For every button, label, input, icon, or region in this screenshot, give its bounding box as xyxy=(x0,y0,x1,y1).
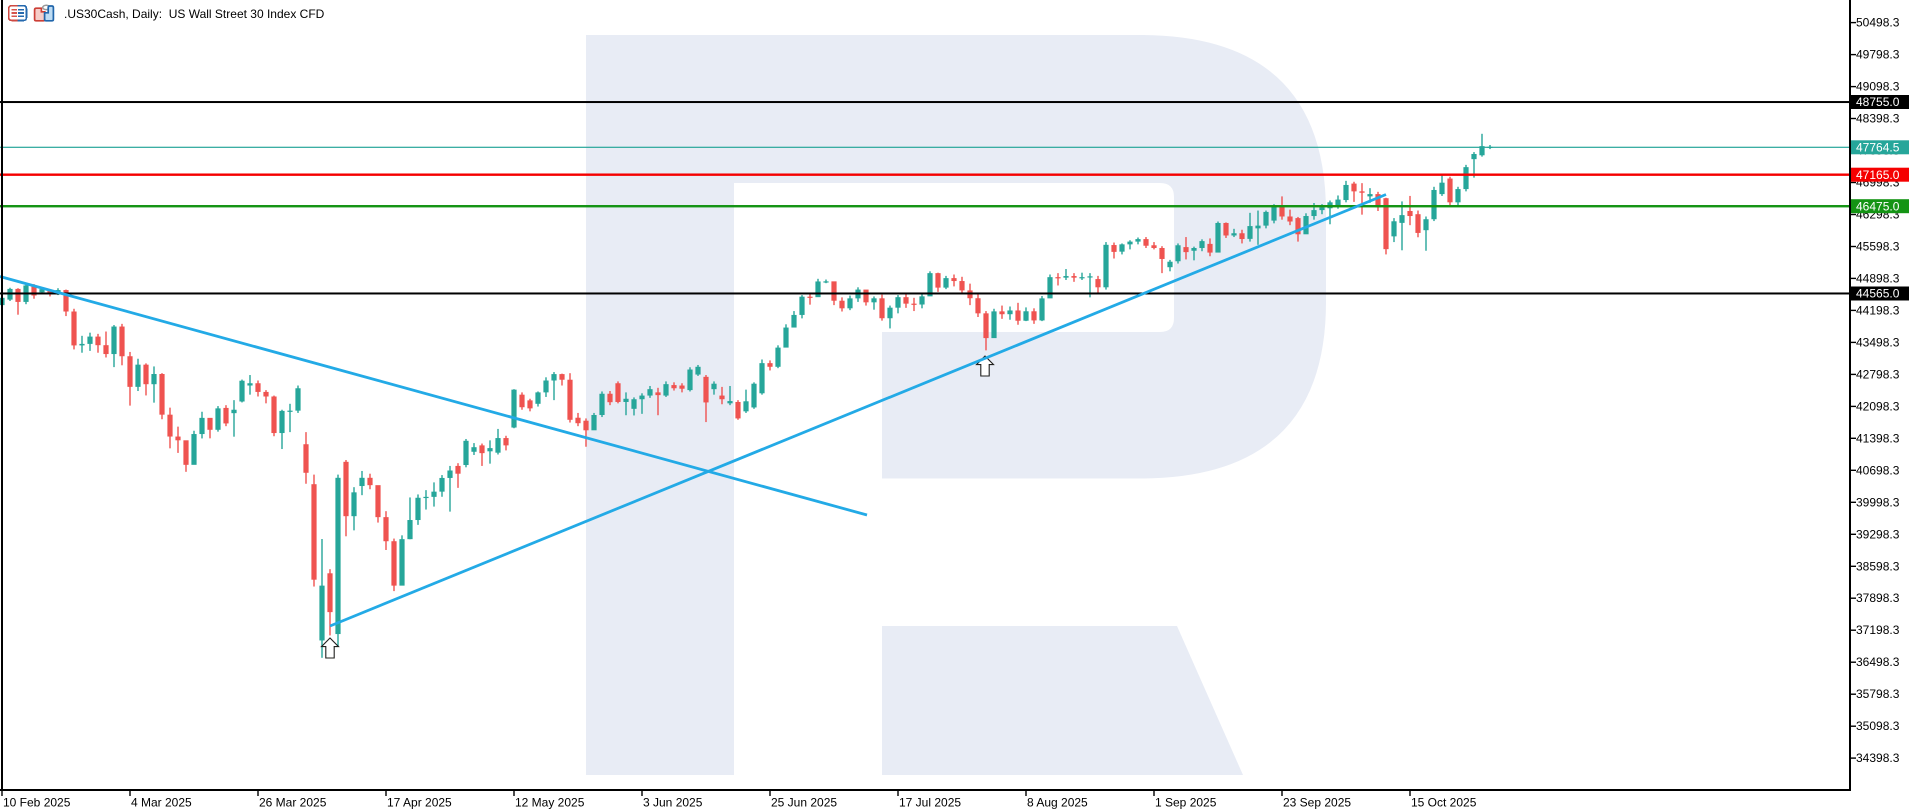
svg-text:34398.3: 34398.3 xyxy=(1856,751,1900,765)
svg-text:.US30Cash, Daily: US Wall Str: .US30Cash, Daily: US Wall Street 30 Inde… xyxy=(64,7,325,21)
svg-text:39298.3: 39298.3 xyxy=(1856,527,1900,541)
svg-text:23 Sep 2025: 23 Sep 2025 xyxy=(1283,796,1351,810)
svg-text:40698.3: 40698.3 xyxy=(1856,463,1900,477)
svg-text:26 Mar 2025: 26 Mar 2025 xyxy=(259,796,327,810)
svg-text:25 Jun 2025: 25 Jun 2025 xyxy=(771,796,837,810)
svg-text:49798.3: 49798.3 xyxy=(1856,48,1900,62)
svg-text:15 Oct 2025: 15 Oct 2025 xyxy=(1411,796,1477,810)
svg-text:44898.3: 44898.3 xyxy=(1856,271,1900,285)
svg-text:47165.0: 47165.0 xyxy=(1856,168,1900,182)
svg-text:36498.3: 36498.3 xyxy=(1856,655,1900,669)
svg-text:46475.0: 46475.0 xyxy=(1856,199,1900,213)
svg-text:49098.3: 49098.3 xyxy=(1856,80,1900,94)
svg-text:17 Jul 2025: 17 Jul 2025 xyxy=(899,796,961,810)
svg-text:38598.3: 38598.3 xyxy=(1856,559,1900,573)
svg-text:1 Sep 2025: 1 Sep 2025 xyxy=(1155,796,1217,810)
svg-text:3 Jun 2025: 3 Jun 2025 xyxy=(643,796,703,810)
svg-text:43498.3: 43498.3 xyxy=(1856,335,1900,349)
svg-text:10 Feb 2025: 10 Feb 2025 xyxy=(3,796,71,810)
svg-text:44198.3: 44198.3 xyxy=(1856,303,1900,317)
svg-text:35098.3: 35098.3 xyxy=(1856,719,1900,733)
svg-text:37198.3: 37198.3 xyxy=(1856,623,1900,637)
svg-text:47764.5: 47764.5 xyxy=(1856,141,1900,155)
svg-text:42798.3: 42798.3 xyxy=(1856,367,1900,381)
svg-text:42098.3: 42098.3 xyxy=(1856,399,1900,413)
svg-text:48755.0: 48755.0 xyxy=(1856,95,1900,109)
svg-text:39998.3: 39998.3 xyxy=(1856,495,1900,509)
svg-text:8 Aug 2025: 8 Aug 2025 xyxy=(1027,796,1088,810)
svg-text:44565.0: 44565.0 xyxy=(1856,287,1900,301)
svg-text:50498.3: 50498.3 xyxy=(1856,16,1900,30)
svg-text:41398.3: 41398.3 xyxy=(1856,431,1900,445)
svg-text:12 May 2025: 12 May 2025 xyxy=(515,796,585,810)
svg-text:37898.3: 37898.3 xyxy=(1856,591,1900,605)
svg-text:45598.3: 45598.3 xyxy=(1856,240,1900,254)
svg-text:35798.3: 35798.3 xyxy=(1856,687,1900,701)
svg-text:17 Apr 2025: 17 Apr 2025 xyxy=(387,796,452,810)
svg-text:4 Mar 2025: 4 Mar 2025 xyxy=(131,796,192,810)
svg-text:48398.3: 48398.3 xyxy=(1856,112,1900,126)
